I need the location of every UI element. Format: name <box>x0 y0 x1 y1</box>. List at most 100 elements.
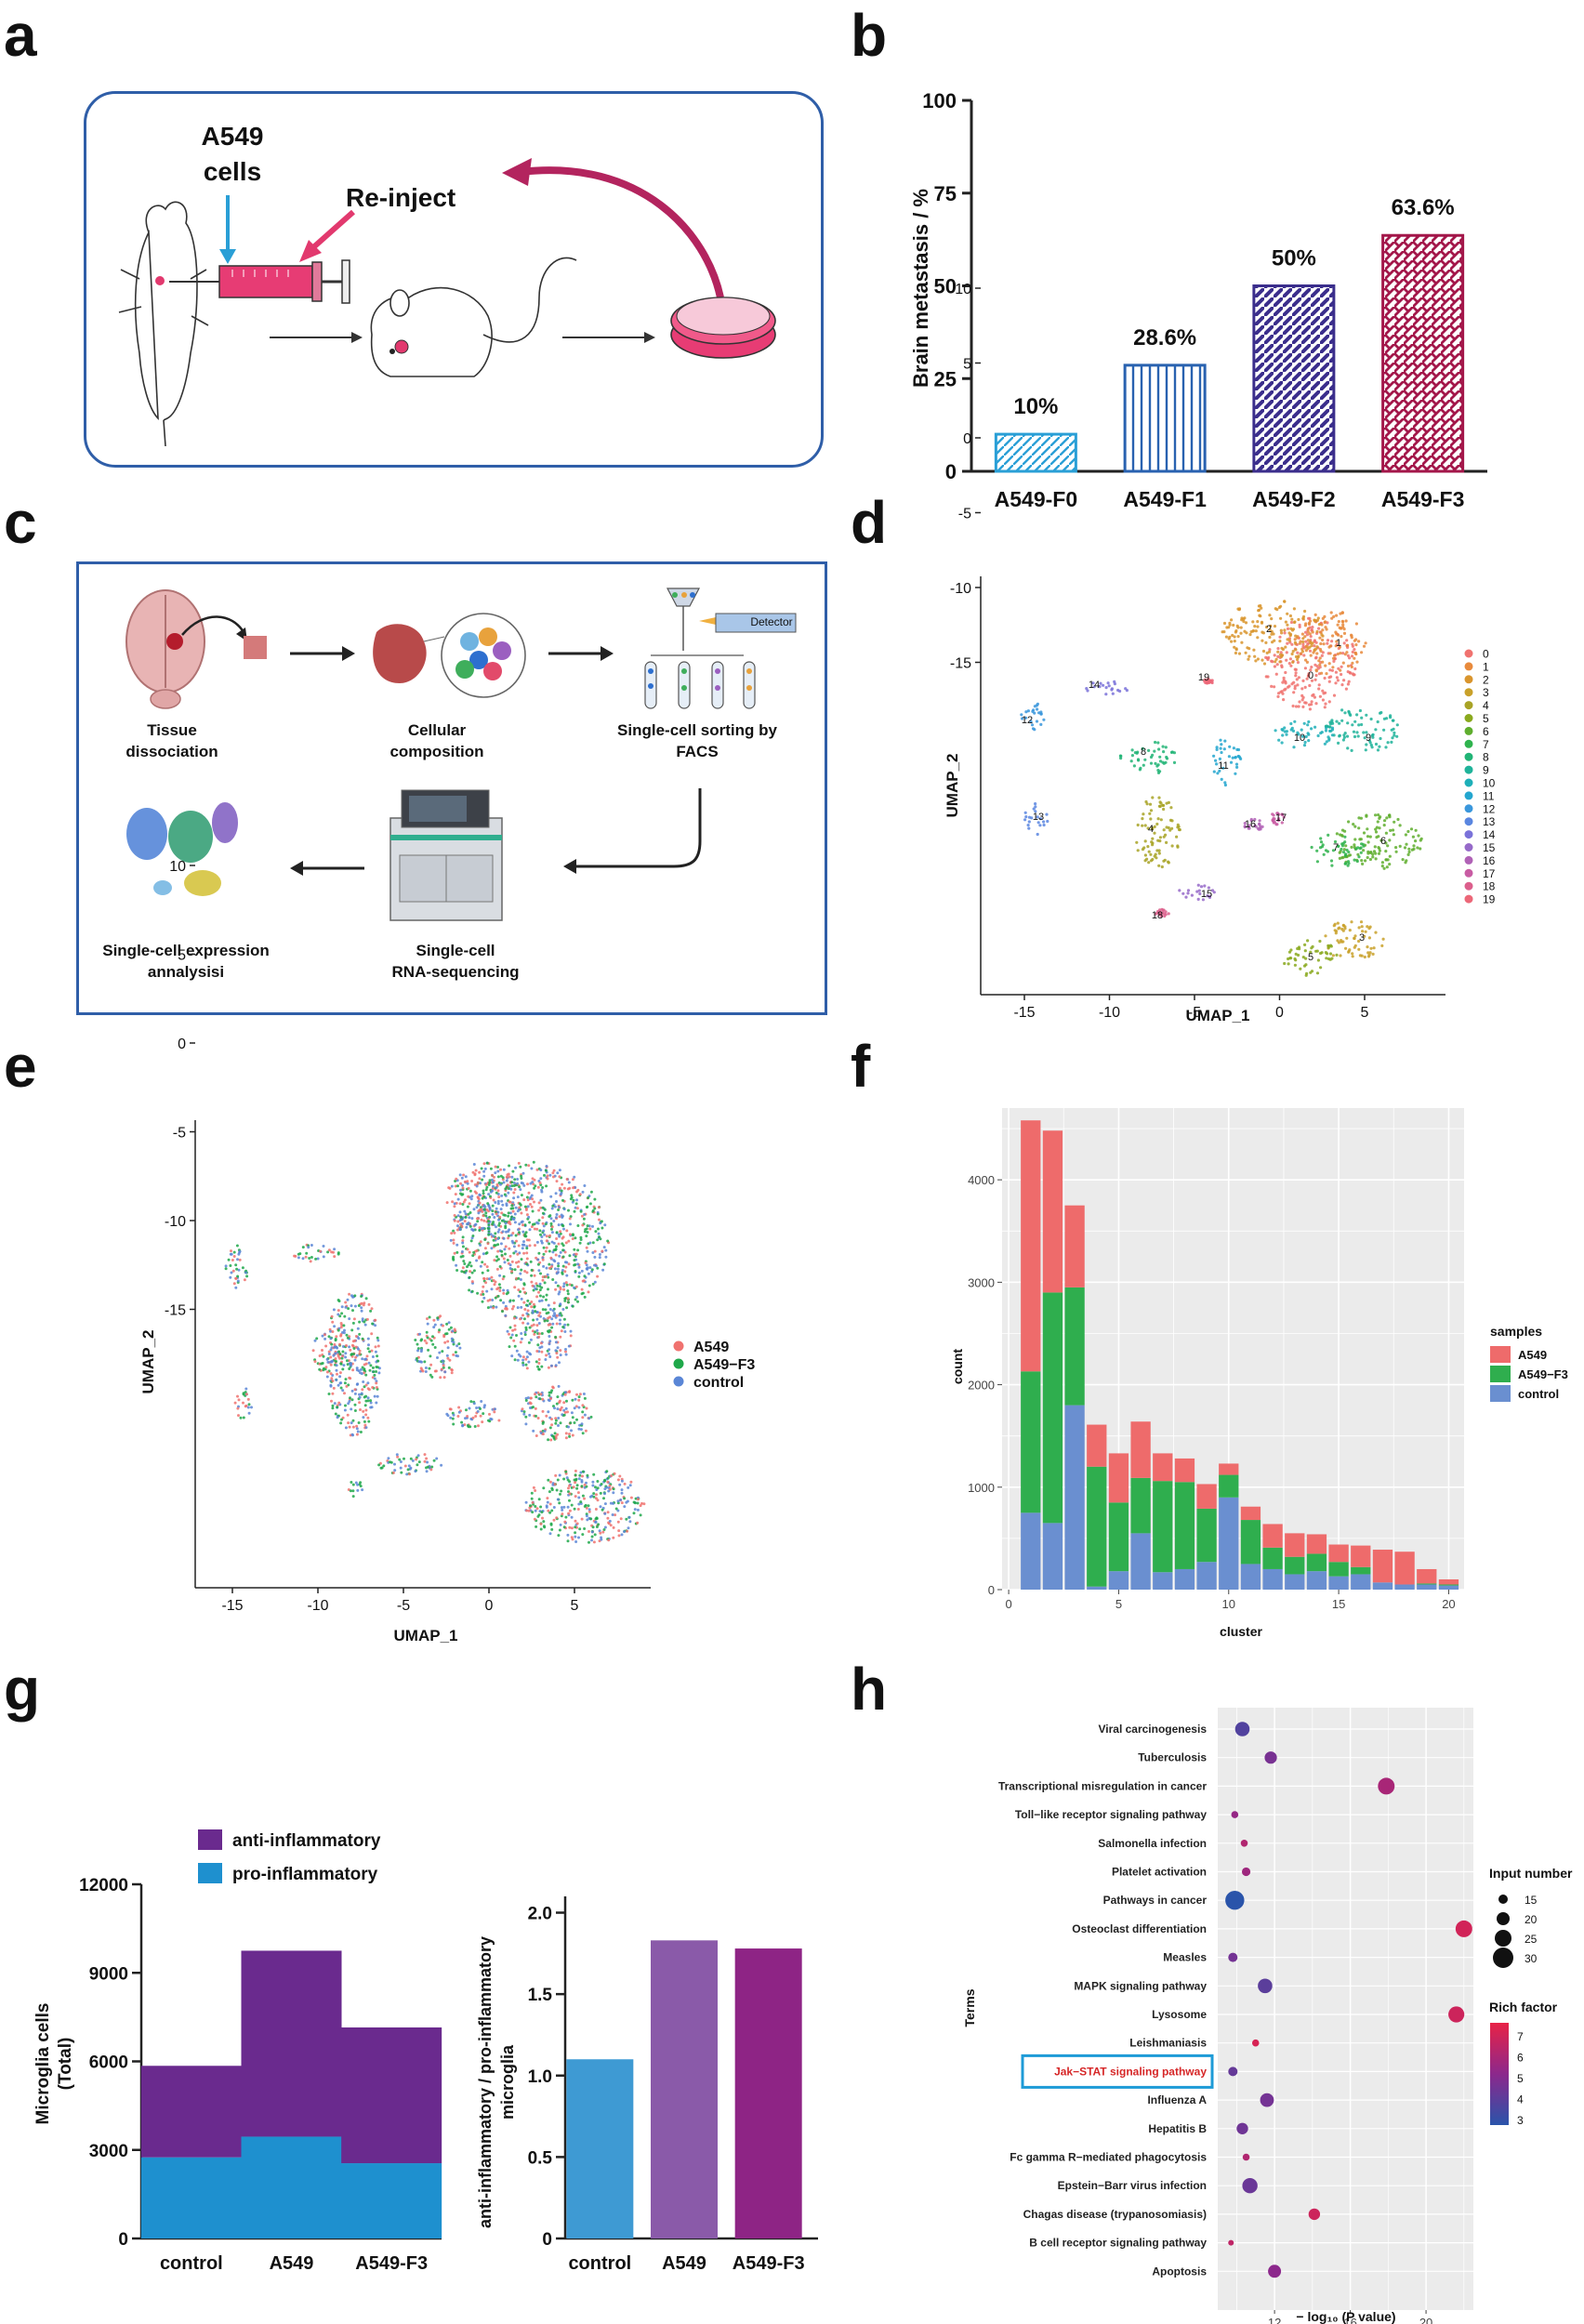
d-legend-label: 1 <box>1483 660 1489 673</box>
d-point <box>1374 830 1379 834</box>
d-point <box>1220 777 1223 782</box>
d-point <box>1302 721 1306 725</box>
d-point <box>1327 680 1331 683</box>
e-point <box>587 1196 590 1199</box>
d-point <box>1357 855 1361 859</box>
e-point <box>331 1406 335 1410</box>
e-point <box>490 1247 494 1250</box>
e-point <box>532 1429 535 1433</box>
d-point <box>1212 754 1216 758</box>
d-point <box>1206 679 1209 683</box>
f-bar-segment <box>1351 1566 1371 1575</box>
e-point <box>494 1165 497 1169</box>
e-point <box>528 1302 532 1305</box>
d-point <box>1347 950 1351 954</box>
e-point <box>470 1280 474 1284</box>
d-point <box>1157 849 1161 852</box>
d-point <box>1157 796 1161 799</box>
e-point <box>563 1391 567 1394</box>
d-point <box>1119 757 1123 760</box>
e-point <box>476 1217 479 1221</box>
d-point <box>1385 865 1389 869</box>
e-point <box>366 1381 370 1385</box>
h-point <box>1264 1751 1277 1764</box>
e-point <box>331 1392 335 1395</box>
d-legend-label: 13 <box>1483 815 1496 828</box>
e-point <box>426 1460 429 1464</box>
e-point <box>454 1329 457 1333</box>
d-point <box>1320 731 1324 734</box>
e-point <box>322 1367 325 1370</box>
d-cluster-label: 4 <box>1148 824 1154 835</box>
e-point <box>599 1531 602 1535</box>
d-point <box>1357 640 1361 643</box>
e-point <box>533 1274 536 1277</box>
step-4-line1: Single-cell <box>416 942 495 959</box>
d-point <box>1419 847 1422 851</box>
d-point <box>1330 733 1334 737</box>
f-bar-segment <box>1042 1292 1063 1524</box>
e-point <box>351 1321 355 1325</box>
f-bar-segment <box>1108 1571 1129 1590</box>
d-point <box>1304 644 1308 648</box>
f-legend-swatch <box>1490 1385 1511 1402</box>
d-point <box>1177 825 1181 828</box>
e-point <box>539 1393 543 1396</box>
b-bar-value-label: 63.6% <box>1392 195 1455 220</box>
d-point <box>1265 626 1269 629</box>
e-point <box>564 1353 568 1356</box>
gr-ylabel-line1: anti-inflammatory / pro-inflammatory <box>476 1936 495 2228</box>
e-point <box>488 1298 492 1301</box>
e-point <box>554 1364 558 1367</box>
d-point <box>1276 694 1280 699</box>
step-1-line1: Tissue <box>147 721 197 739</box>
e-point <box>620 1488 624 1492</box>
d-cluster-label: 14 <box>1089 680 1100 691</box>
d-point <box>1233 640 1236 643</box>
e-point <box>350 1304 353 1308</box>
e-point <box>625 1517 628 1521</box>
e-point <box>606 1516 610 1520</box>
d-point <box>1301 645 1305 649</box>
h-size-legend-dot <box>1498 1895 1508 1904</box>
d-point <box>1233 645 1236 649</box>
e-point <box>553 1406 556 1410</box>
h-point <box>1308 2208 1321 2221</box>
e-point <box>500 1199 504 1203</box>
d-point <box>1295 678 1299 681</box>
d-point <box>1378 826 1381 830</box>
d-point <box>1366 840 1370 844</box>
e-point <box>526 1182 529 1186</box>
e-point <box>577 1406 581 1409</box>
e-point <box>556 1346 560 1350</box>
h-size-legend-dot <box>1497 1912 1510 1925</box>
e-point <box>364 1373 368 1377</box>
e-point <box>593 1533 597 1537</box>
d-point <box>1197 889 1201 892</box>
d-point <box>1169 806 1173 810</box>
e-point <box>376 1359 380 1363</box>
e-point <box>583 1527 587 1530</box>
e-point <box>432 1318 436 1322</box>
d-point <box>1282 698 1286 702</box>
e-point <box>555 1237 559 1240</box>
d-legend-label: 12 <box>1483 802 1496 815</box>
e-point <box>462 1173 466 1177</box>
f-bar-segment <box>1108 1453 1129 1503</box>
d-point <box>1146 845 1150 849</box>
f-bar-segment <box>1240 1520 1261 1565</box>
e-point <box>469 1211 472 1214</box>
e-point <box>338 1314 342 1318</box>
e-point <box>335 1368 338 1372</box>
e-point <box>359 1408 362 1411</box>
e-point <box>501 1310 504 1314</box>
d-point <box>1386 844 1390 848</box>
e-point <box>487 1220 490 1223</box>
e-point <box>460 1250 464 1253</box>
e-point <box>231 1269 235 1273</box>
step-tissue-dissociation: Tissue dissociation <box>102 720 242 763</box>
e-point <box>537 1498 541 1501</box>
d-point <box>1351 952 1354 956</box>
d-point <box>1158 908 1162 912</box>
e-point <box>440 1463 443 1467</box>
